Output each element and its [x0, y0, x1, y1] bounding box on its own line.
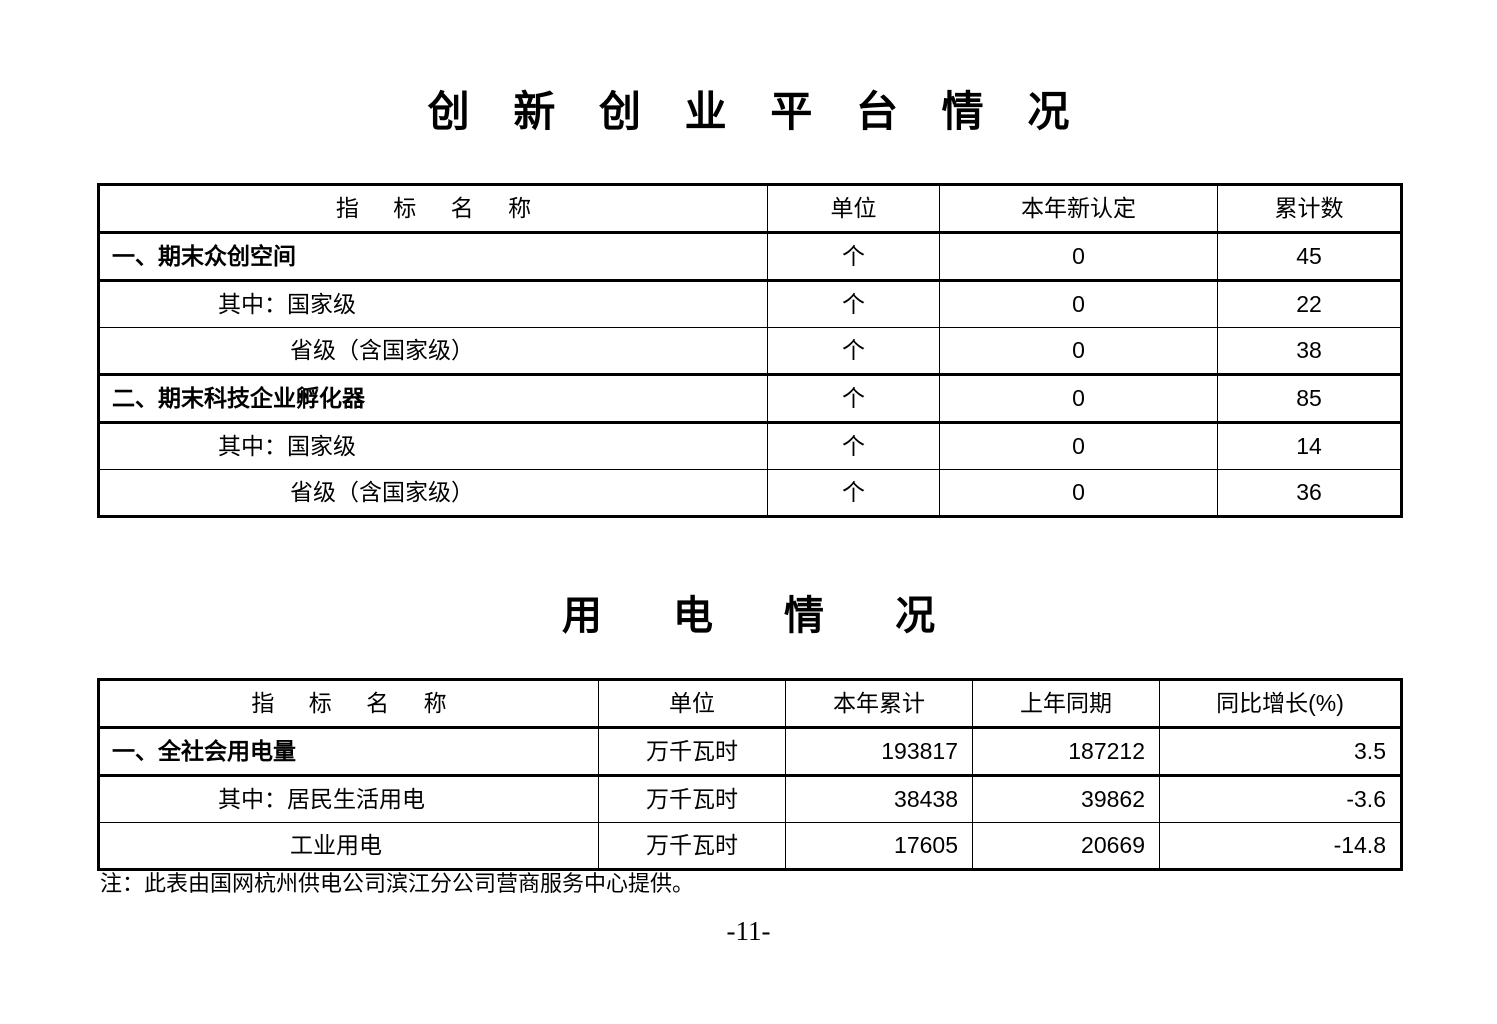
row-new: 0 [939, 422, 1218, 470]
row-unit: 个 [767, 327, 940, 375]
column-header-unit: 单位 [598, 678, 786, 728]
row-new: 0 [939, 373, 1218, 424]
column-header-unit: 单位 [767, 183, 940, 233]
row-unit: 个 [767, 280, 940, 328]
row-label: 一、期末众创空间 [97, 231, 768, 282]
table-row: 省级（含国家级） 个 0 38 [97, 327, 1403, 375]
table-row: 其中：国家级 个 0 22 [97, 280, 1403, 328]
row-current: 17605 [785, 822, 973, 871]
row-growth: -14.8 [1159, 822, 1403, 871]
table-row: 工业用电 万千瓦时 17605 20669 -14.8 [97, 822, 1403, 871]
table-row: 其中：国家级 个 0 14 [97, 422, 1403, 470]
row-label: 省级（含国家级） [97, 327, 768, 375]
table-header-row: 指 标 名 称 单位 本年累计 上年同期 同比增长(%) [97, 678, 1403, 728]
table-row: 一、期末众创空间 个 0 45 [97, 231, 1403, 282]
column-header-new-this-year: 本年新认定 [939, 183, 1218, 233]
row-total: 45 [1217, 231, 1403, 282]
column-header-current-total: 本年累计 [785, 678, 973, 728]
row-label: 其中：国家级 [97, 422, 768, 470]
row-current: 193817 [785, 726, 973, 777]
row-label: 其中：居民生活用电 [97, 775, 599, 823]
column-header-growth-rate: 同比增长(%) [1159, 678, 1403, 728]
row-label: 工业用电 [97, 822, 599, 871]
row-total: 38 [1217, 327, 1403, 375]
platform-section-title: 创 新 创 业 平 台 情 况 [427, 88, 1086, 135]
table-row: 二、期末科技企业孵化器 个 0 85 [97, 373, 1403, 424]
row-total: 85 [1217, 373, 1403, 424]
table-row: 一、全社会用电量 万千瓦时 193817 187212 3.5 [97, 726, 1403, 777]
row-new: 0 [939, 280, 1218, 328]
column-header-indicator-name: 指 标 名 称 [97, 678, 599, 728]
table-row: 省级（含国家级） 个 0 36 [97, 469, 1403, 518]
row-total: 22 [1217, 280, 1403, 328]
row-new: 0 [939, 327, 1218, 375]
power-section-title: 用 电 情 况 [561, 594, 966, 638]
row-label: 二、期末科技企业孵化器 [97, 373, 768, 424]
row-growth: -3.6 [1159, 775, 1403, 823]
row-unit: 个 [767, 231, 940, 282]
row-total: 36 [1217, 469, 1403, 518]
row-unit: 个 [767, 422, 940, 470]
page-number: -11- [726, 916, 771, 946]
power-table: 指 标 名 称 单位 本年累计 上年同期 同比增长(%) 一、全社会用电量 万千… [97, 678, 1403, 871]
row-label: 其中：国家级 [97, 280, 768, 328]
row-new: 0 [939, 231, 1218, 282]
row-label: 一、全社会用电量 [97, 726, 599, 777]
column-header-indicator-name: 指 标 名 称 [97, 183, 768, 233]
column-header-last-year: 上年同期 [972, 678, 1160, 728]
column-header-cumulative: 累计数 [1217, 183, 1403, 233]
row-unit: 万千瓦时 [598, 726, 786, 777]
platform-table: 指 标 名 称 单位 本年新认定 累计数 一、期末众创空间 个 0 45 其中：… [97, 183, 1403, 518]
row-unit: 万千瓦时 [598, 775, 786, 823]
row-last-year: 39862 [972, 775, 1160, 823]
row-new: 0 [939, 469, 1218, 518]
table-footnote: 注：此表由国网杭州供电公司滨江分公司营商服务中心提供。 [100, 871, 695, 896]
row-label: 省级（含国家级） [97, 469, 768, 518]
table-row: 其中：居民生活用电 万千瓦时 38438 39862 -3.6 [97, 775, 1403, 823]
row-total: 14 [1217, 422, 1403, 470]
row-unit: 个 [767, 373, 940, 424]
row-unit: 万千瓦时 [598, 822, 786, 871]
row-current: 38438 [785, 775, 973, 823]
row-last-year: 187212 [972, 726, 1160, 777]
row-growth: 3.5 [1159, 726, 1403, 777]
row-last-year: 20669 [972, 822, 1160, 871]
row-unit: 个 [767, 469, 940, 518]
table-header-row: 指 标 名 称 单位 本年新认定 累计数 [97, 183, 1403, 233]
